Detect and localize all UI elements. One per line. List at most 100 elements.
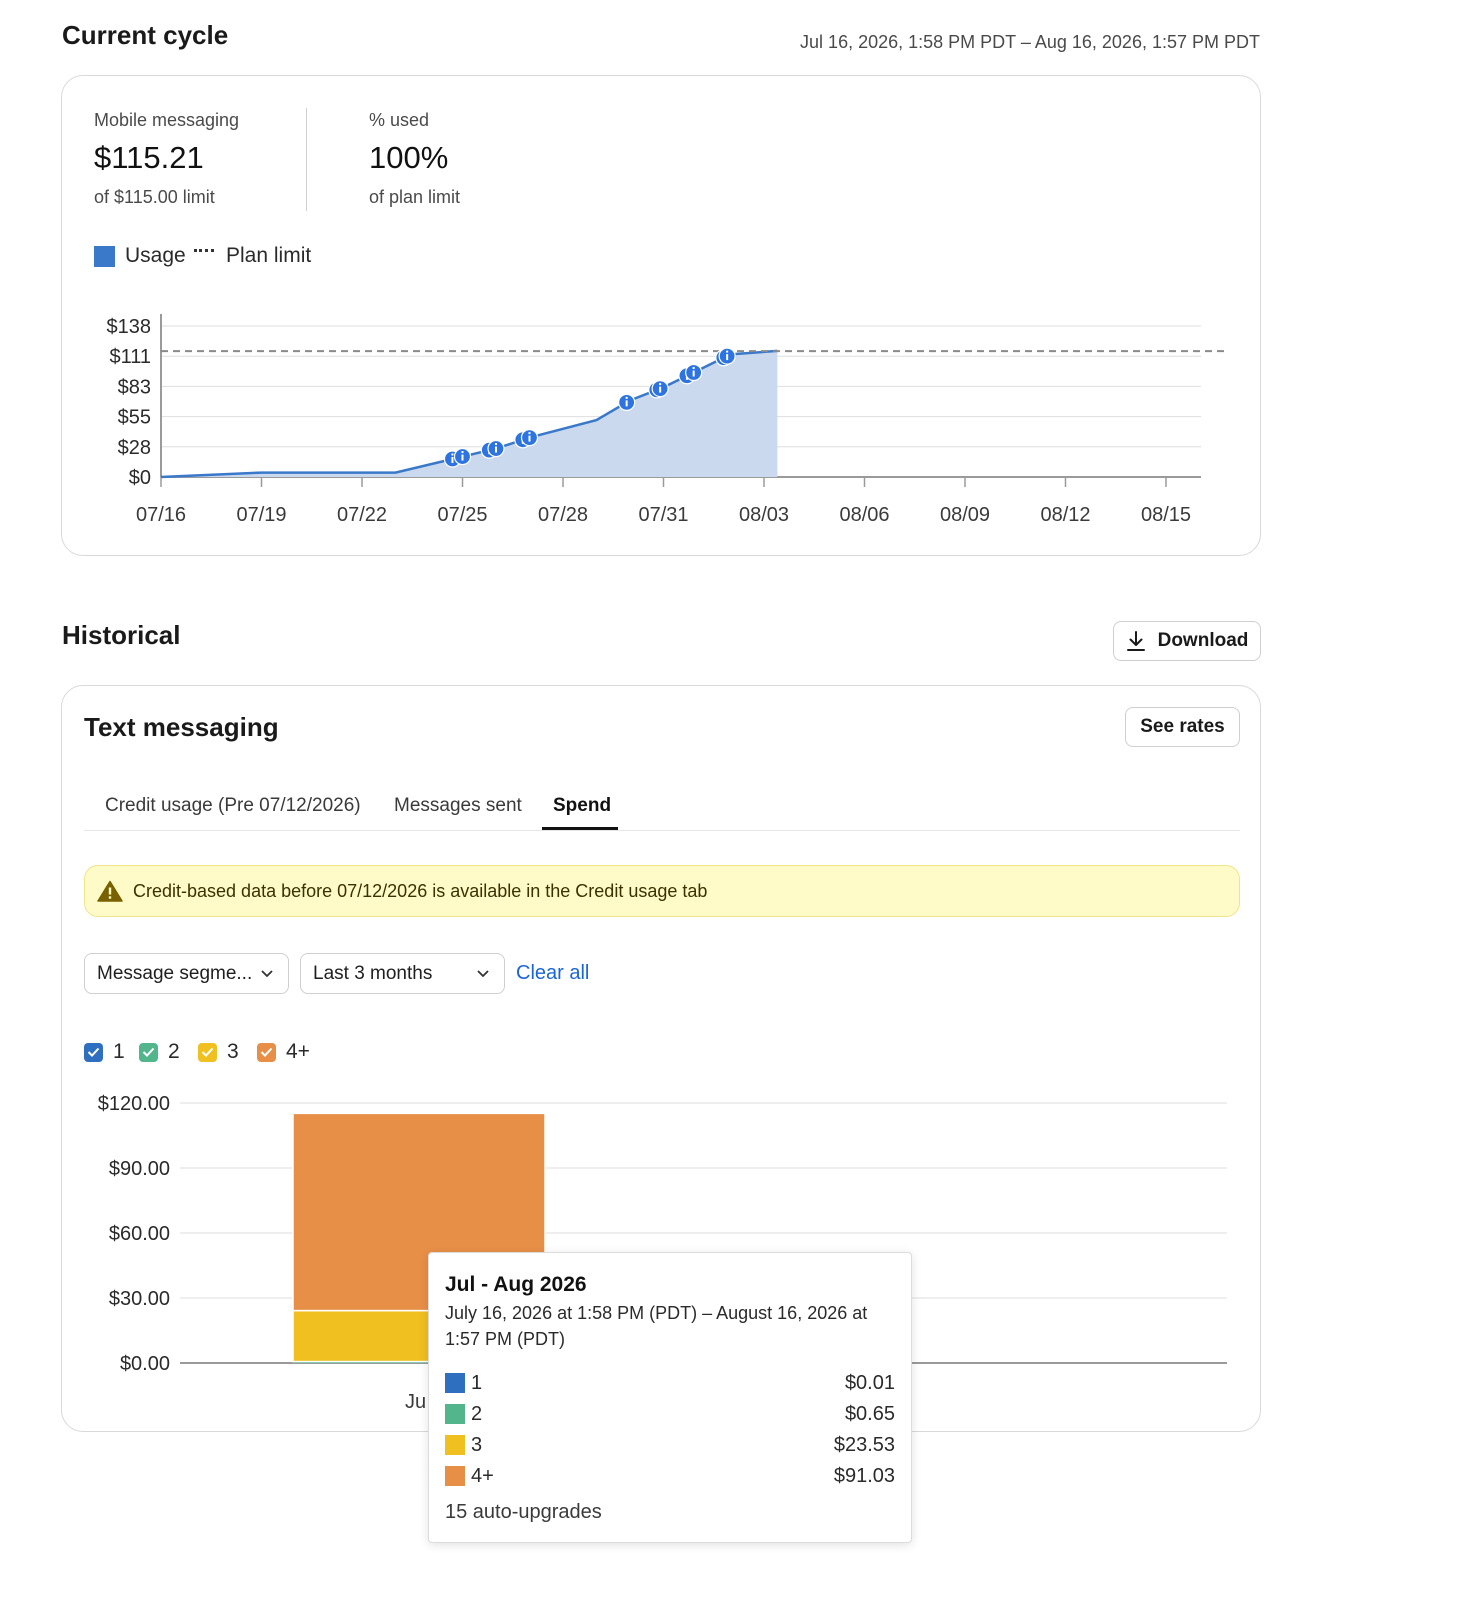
info-marker-icon[interactable] [618, 393, 636, 411]
tabs-divider [84, 830, 1240, 831]
chevron-down-icon [477, 970, 489, 978]
checkbox-checked-icon [198, 1042, 217, 1062]
info-marker-icon[interactable] [651, 379, 669, 398]
see-rates-button[interactable]: See rates [1125, 707, 1240, 747]
y-tick-label: $120.00 [98, 1093, 170, 1115]
download-button[interactable]: Download [1113, 621, 1261, 661]
x-tick-label: 07/16 [136, 504, 186, 526]
series-toggle-1[interactable]: 1 [84, 1040, 125, 1064]
y-tick-label: $0 [129, 467, 151, 489]
active-tab-indicator [542, 827, 618, 830]
y-tick-label: $83 [118, 376, 151, 398]
stat-divider [306, 108, 307, 211]
x-tick-label: 07/31 [638, 504, 688, 526]
checkbox-checked-icon [139, 1042, 158, 1062]
y-tick-label: $90.00 [109, 1158, 170, 1180]
segment-select-value: Message segme... [97, 962, 253, 984]
x-tick-label: 07/22 [337, 504, 387, 526]
current-cycle-card: Mobile messaging $115.21 of $115.00 limi… [61, 75, 1261, 556]
series-toggle-2[interactable]: 2 [139, 1040, 180, 1064]
stat-sub: of plan limit [369, 187, 461, 207]
tooltip-row-value: $0.65 [844, 1402, 895, 1425]
stat-sub: of $115.00 limit [94, 187, 215, 207]
card-title: Text messaging [84, 712, 279, 742]
tab-credit-usage[interactable]: Credit usage (Pre 07/12/2026) [105, 795, 361, 816]
y-tick-label: $60.00 [109, 1223, 170, 1245]
x-tick-label: 07/19 [236, 504, 286, 526]
tooltip-row-label: 2 [471, 1402, 483, 1425]
series-toggle-label: 4+ [286, 1040, 310, 1063]
info-marker-icon[interactable] [520, 429, 539, 447]
tooltip-title: Jul - Aug 2026 [445, 1273, 587, 1296]
tooltip-row: 4+ $91.03 [445, 1463, 895, 1489]
x-tick-label: 07/25 [437, 504, 487, 526]
x-tick-label: 08/12 [1040, 504, 1090, 526]
y-tick-label: $111 [109, 346, 151, 368]
info-marker-icon[interactable] [685, 363, 703, 382]
usage-chart: $138 $111 $83 $55 $28 $0 07/16 07/19 07/22 07/25… [107, 314, 1225, 526]
tooltip-row-value: $23.53 [833, 1433, 895, 1456]
series-toggle-4plus[interactable]: 4+ [257, 1040, 310, 1064]
warning-text: Credit-based data before 07/12/2026 is a… [133, 880, 708, 901]
dotted-line-icon [194, 248, 214, 252]
stat-value: $115.21 [94, 140, 204, 175]
tab-messages-sent[interactable]: Messages sent [394, 795, 522, 816]
info-marker-icon[interactable] [453, 447, 472, 466]
usage-legend-label: Usage [125, 244, 186, 267]
tooltip-row-label: 3 [471, 1433, 483, 1456]
series-swatch [445, 1466, 465, 1486]
tooltip-footer: 15 auto-upgrades [445, 1501, 602, 1523]
y-tick-label: $30.00 [109, 1288, 170, 1310]
tooltip-row-value: $91.03 [833, 1464, 895, 1487]
see-rates-label: See rates [1140, 716, 1225, 737]
usage-legend: Usage [94, 244, 186, 268]
historical-title: Historical [62, 620, 181, 650]
warning-icon [97, 880, 123, 902]
segment-select[interactable]: Message segme... [84, 953, 289, 994]
x-tick-label: 07/28 [538, 504, 588, 526]
series-toggle-3[interactable]: 3 [198, 1040, 239, 1064]
tooltip-row-label: 1 [471, 1371, 483, 1394]
stat-value: 100% [369, 140, 449, 175]
usage-line [160, 349, 778, 479]
plan-limit-legend-label: Plan limit [226, 244, 312, 267]
tooltip-row: 3 $23.53 [445, 1432, 895, 1458]
info-marker-icon[interactable] [718, 347, 736, 365]
download-label: Download [1157, 630, 1249, 651]
download-icon [1126, 631, 1145, 651]
chevron-down-icon [261, 970, 273, 978]
x-tick-label: 08/09 [940, 504, 990, 526]
tooltip-range: July 16, 2026 at 1:58 PM (PDT) – August … [445, 1303, 868, 1323]
stat-label: Mobile messaging [94, 110, 240, 130]
clear-all-link[interactable]: Clear all [516, 962, 590, 984]
y-tick-label: $138 [107, 316, 152, 338]
warning-banner: Credit-based data before 07/12/2026 is a… [84, 865, 1240, 917]
usage-area [161, 350, 778, 477]
chart-tooltip: Jul - Aug 2026 July 16, 2026 at 1:58 PM … [428, 1252, 912, 1543]
period-select-value: Last 3 months [313, 962, 433, 984]
y-tick-label: $55 [118, 407, 151, 429]
cycle-date-range: Jul 16, 2026, 1:58 PM PDT – Aug 16, 2026… [800, 32, 1260, 52]
stat-label: % used [369, 110, 430, 130]
series-swatch [445, 1435, 465, 1455]
usage-swatch [94, 245, 115, 267]
y-tick-label: $28 [118, 437, 151, 459]
checkbox-checked-icon [257, 1042, 276, 1062]
series-swatch [445, 1404, 465, 1424]
tab-spend[interactable]: Spend [553, 795, 612, 816]
current-cycle-title: Current cycle [62, 20, 229, 50]
x-tick-label: 08/06 [839, 504, 889, 526]
x-tick-label: Ju [405, 1391, 426, 1413]
tooltip-range: 1:57 PM (PDT) [445, 1329, 566, 1349]
checkbox-checked-icon [84, 1042, 103, 1062]
info-marker-icon[interactable] [487, 439, 505, 458]
series-toggle-label: 2 [168, 1040, 180, 1063]
series-toggle-label: 1 [113, 1040, 125, 1063]
series-toggle-label: 3 [227, 1040, 239, 1063]
x-tick-label: 08/03 [739, 504, 789, 526]
tooltip-row: 2 $0.65 [445, 1401, 895, 1427]
y-tick-label: $0.00 [120, 1353, 170, 1375]
series-swatch [445, 1373, 465, 1393]
tooltip-row-value: $0.01 [844, 1371, 895, 1394]
period-select[interactable]: Last 3 months [300, 953, 505, 994]
